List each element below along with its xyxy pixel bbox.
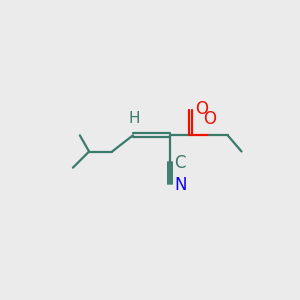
Text: C: C	[175, 154, 186, 172]
Text: H: H	[128, 111, 140, 126]
Text: O: O	[195, 100, 208, 118]
Text: O: O	[203, 110, 216, 128]
Text: N: N	[175, 176, 187, 194]
